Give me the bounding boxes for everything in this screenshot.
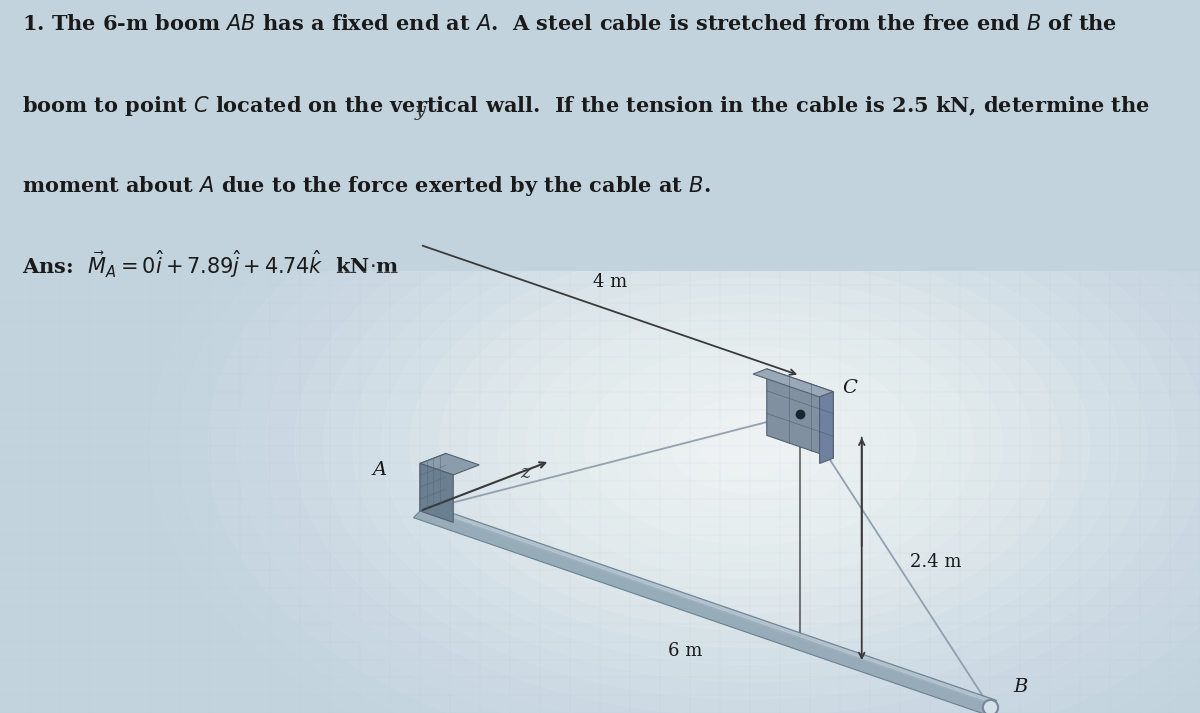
- Polygon shape: [420, 463, 454, 523]
- Polygon shape: [820, 391, 833, 463]
- Circle shape: [527, 313, 973, 578]
- Circle shape: [295, 175, 1200, 713]
- Text: y: y: [414, 102, 426, 120]
- Text: Ans:  $\vec{M}_A = 0\hat{i} + 7.89\hat{j} + 4.74\hat{k}$  kN$\cdot$m: Ans: $\vec{M}_A = 0\hat{i} + 7.89\hat{j}…: [22, 248, 398, 279]
- Text: 4 m: 4 m: [593, 272, 628, 291]
- Polygon shape: [414, 504, 996, 713]
- Polygon shape: [420, 453, 479, 475]
- Text: A: A: [373, 461, 388, 479]
- Circle shape: [353, 210, 1147, 682]
- Polygon shape: [414, 509, 992, 713]
- Circle shape: [642, 381, 858, 510]
- Circle shape: [410, 244, 1090, 647]
- Circle shape: [584, 347, 916, 544]
- Circle shape: [439, 261, 1061, 630]
- Polygon shape: [420, 453, 446, 511]
- Circle shape: [671, 399, 829, 493]
- Polygon shape: [754, 369, 833, 397]
- Text: boom to point $\mathit{C}$ located on the vertical wall.  If the tension in the : boom to point $\mathit{C}$ located on th…: [22, 94, 1150, 118]
- Circle shape: [324, 193, 1176, 699]
- Circle shape: [382, 227, 1118, 665]
- Text: 2.4 m: 2.4 m: [910, 553, 961, 571]
- Text: moment about $\mathit{A}$ due to the force exerted by the cable at $\mathit{B}$.: moment about $\mathit{A}$ due to the for…: [22, 174, 710, 198]
- Circle shape: [613, 364, 887, 527]
- Circle shape: [468, 278, 1032, 613]
- Text: 6 m: 6 m: [668, 642, 702, 660]
- Text: 1. The 6-m boom $\mathit{AB}$ has a fixed end at $\mathit{A}$.  A steel cable is: 1. The 6-m boom $\mathit{AB}$ has a fixe…: [22, 14, 1117, 34]
- Circle shape: [700, 416, 800, 476]
- Circle shape: [556, 330, 944, 561]
- Text: C: C: [842, 379, 858, 396]
- Polygon shape: [767, 369, 833, 458]
- Circle shape: [497, 295, 1003, 596]
- Text: B: B: [1013, 678, 1027, 696]
- Text: z: z: [520, 464, 530, 482]
